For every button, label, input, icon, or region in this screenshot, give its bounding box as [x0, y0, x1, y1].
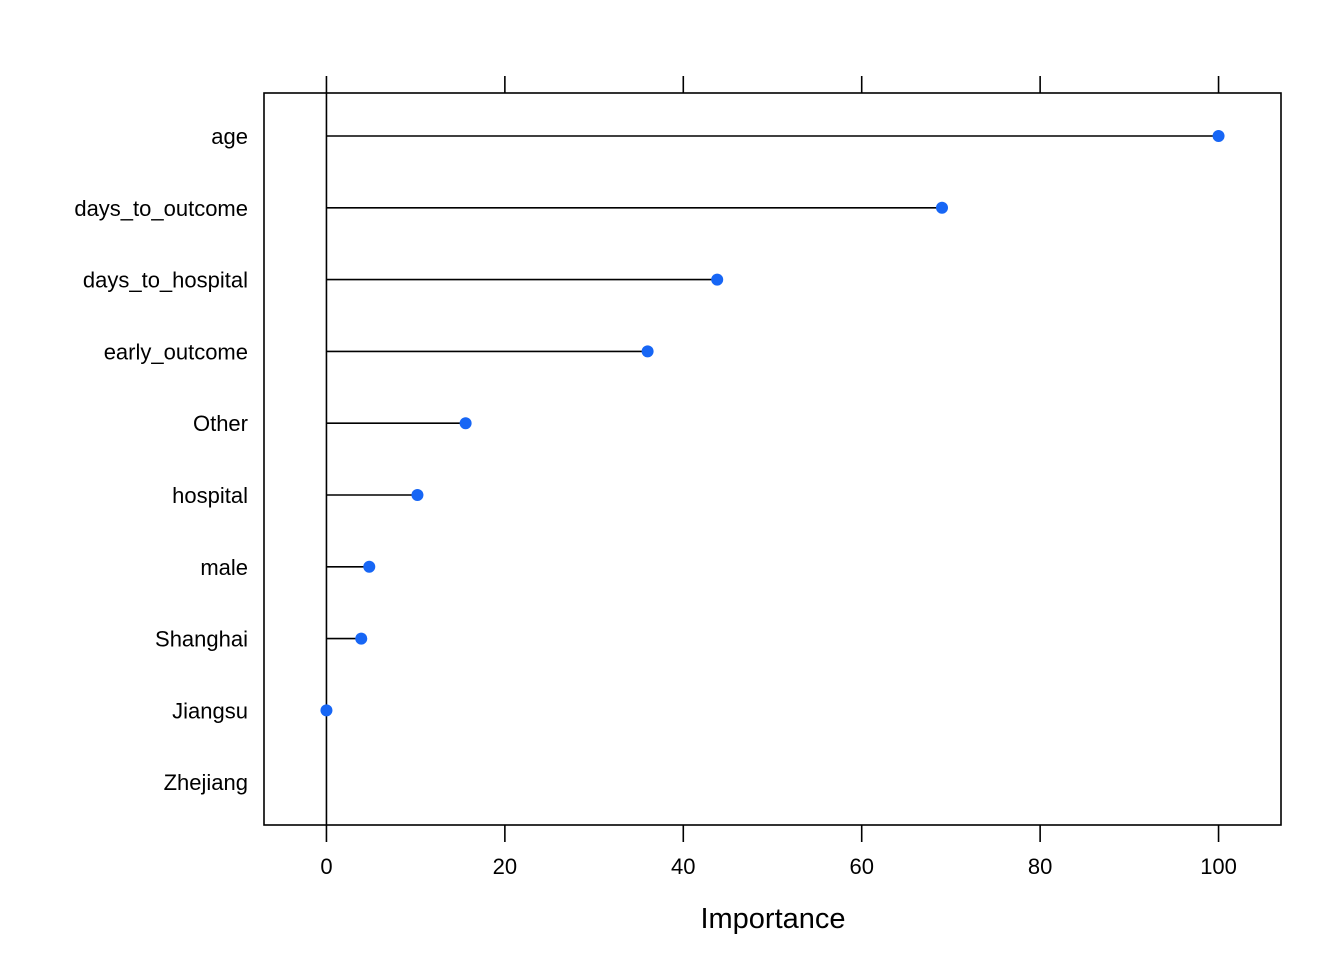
category-label: age [211, 124, 248, 149]
category-label: Zhejiang [164, 770, 248, 795]
category-label: early_outcome [104, 339, 248, 364]
x-tick-label: 80 [1028, 854, 1052, 879]
x-tick-label: 40 [671, 854, 695, 879]
plot-frame [263, 92, 1282, 826]
lollipop-point [459, 417, 472, 430]
x-tick-label: 100 [1200, 854, 1237, 879]
lollipop-point [1212, 130, 1225, 142]
lollipop-point [355, 632, 368, 645]
lollipop-point [711, 273, 724, 286]
lollipop-point [320, 704, 333, 717]
category-label: male [200, 555, 248, 580]
top-axis-ticks [325, 76, 1220, 93]
category-label: days_to_outcome [74, 196, 248, 221]
x-tick-label: 20 [493, 854, 517, 879]
category-label: Other [193, 411, 248, 436]
bottom-axis: 0 20 40 60 80 100 [320, 825, 1237, 879]
lollipop-point [936, 201, 948, 214]
category-label: Shanghai [155, 627, 248, 652]
x-tick-label: 60 [849, 854, 873, 879]
lollipop-point [641, 345, 654, 358]
x-tick-label: 0 [320, 854, 332, 879]
lollipop-point [411, 489, 424, 501]
category-label: days_to_hospital [83, 268, 248, 293]
category-labels: age days_to_outcome days_to_hospital early_… [74, 124, 248, 795]
category-label: hospital [172, 483, 248, 508]
x-axis-title: Importance [700, 903, 845, 935]
lollipop-points [320, 130, 1225, 717]
category-label: Jiangsu [172, 698, 248, 723]
lollipop-point [363, 560, 376, 573]
lollipop-stems [326, 135, 1219, 640]
